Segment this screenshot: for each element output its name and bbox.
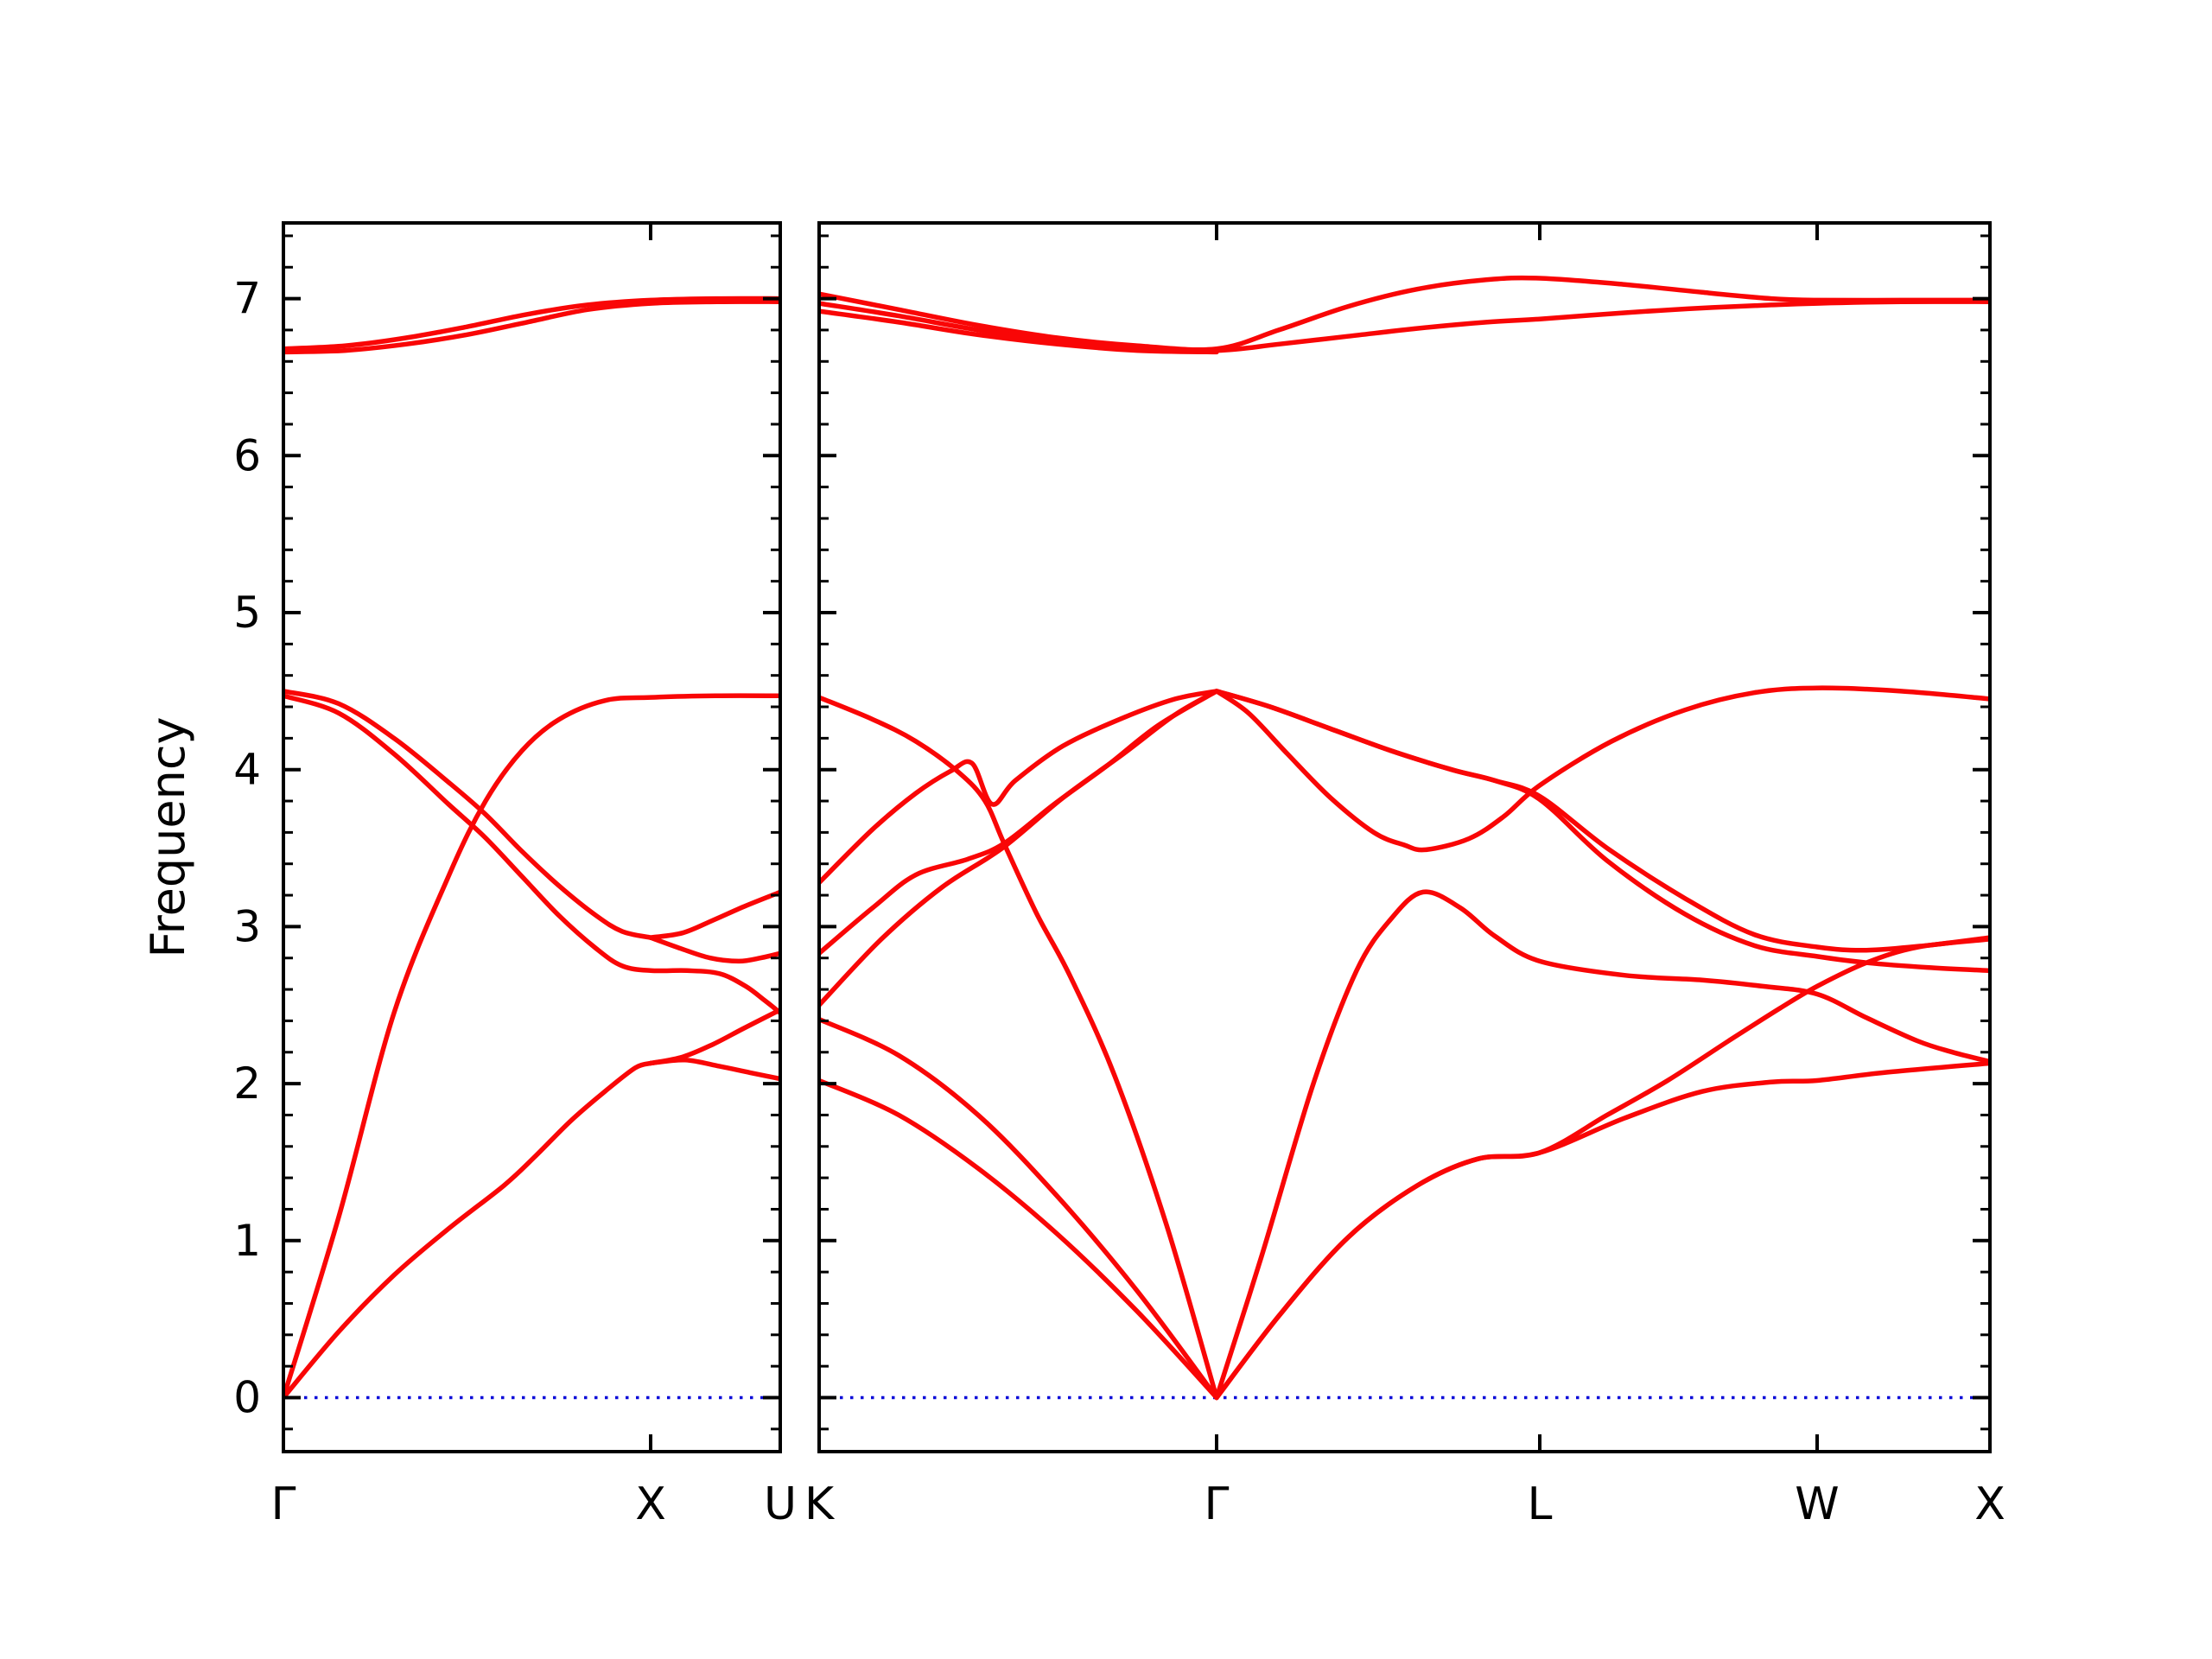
panel-1-axes-frame [817, 221, 1992, 1453]
kpoint-label-W: W [1795, 1478, 1839, 1530]
kpoint-label-X: X [1974, 1478, 2005, 1530]
band-left-optical-LO-mid [283, 693, 780, 1016]
y-tick-label-7: 7 [233, 274, 261, 324]
band-right-optical-rise-1 [819, 689, 1219, 886]
panel-0-axes-frame [282, 221, 782, 1453]
band-left-optical-top-1 [283, 296, 780, 352]
band-right-TA-low [1214, 1060, 1990, 1401]
y-tick-label-2: 2 [233, 1058, 261, 1109]
axis-ticks [283, 223, 1990, 1452]
y-tick-label-3: 3 [233, 901, 261, 951]
kpoint-label-L: L [1528, 1478, 1553, 1530]
kpoint-label-Γ: Γ [1205, 1478, 1230, 1530]
band-right-mid-dip-plateau [1214, 685, 1990, 853]
band-right-top-third-KG [819, 308, 1219, 355]
band-right-mid-desc-Q [1214, 689, 1990, 974]
band-left-TO-split-down [648, 935, 780, 964]
kpoint-label-Γ: Γ [271, 1478, 296, 1530]
y-tick-label-4: 4 [233, 745, 261, 795]
band-left-acoustic-LA [283, 693, 780, 1401]
band-right-LA-bump-GL [1214, 889, 1990, 1401]
band-left-acoustic-TA [283, 1060, 653, 1401]
band-left-TA-split-up [648, 1007, 780, 1066]
band-left-optical-TO-mid [283, 689, 653, 940]
y-tick-label-1: 1 [233, 1216, 261, 1266]
y-tick-label-5: 5 [233, 588, 261, 638]
kpoint-label-X: X [635, 1478, 666, 1530]
band-left-TO-split-up [648, 889, 780, 940]
band-right-acoustic-steep-K [819, 695, 1219, 1401]
kpoint-label-U: U [764, 1478, 797, 1530]
y-axis-label: Frequency [141, 717, 195, 958]
band-left-TA-split-down [648, 1058, 780, 1082]
band-right-top-low [819, 299, 1990, 353]
kpoint-label-K: K [804, 1478, 836, 1530]
y-tick-label-0: 0 [233, 1373, 261, 1423]
band-right-acoustic-low-K [819, 1077, 1219, 1401]
band-right-acoustic-mid-K [819, 1016, 1219, 1401]
y-tick-label-6: 6 [233, 430, 261, 480]
band-left-optical-top-2 [283, 299, 780, 355]
band-right-TA-riser [1214, 937, 1990, 1401]
band-right-top-hump [819, 275, 1990, 353]
band-right-optical-rise-3 [819, 689, 1219, 1007]
